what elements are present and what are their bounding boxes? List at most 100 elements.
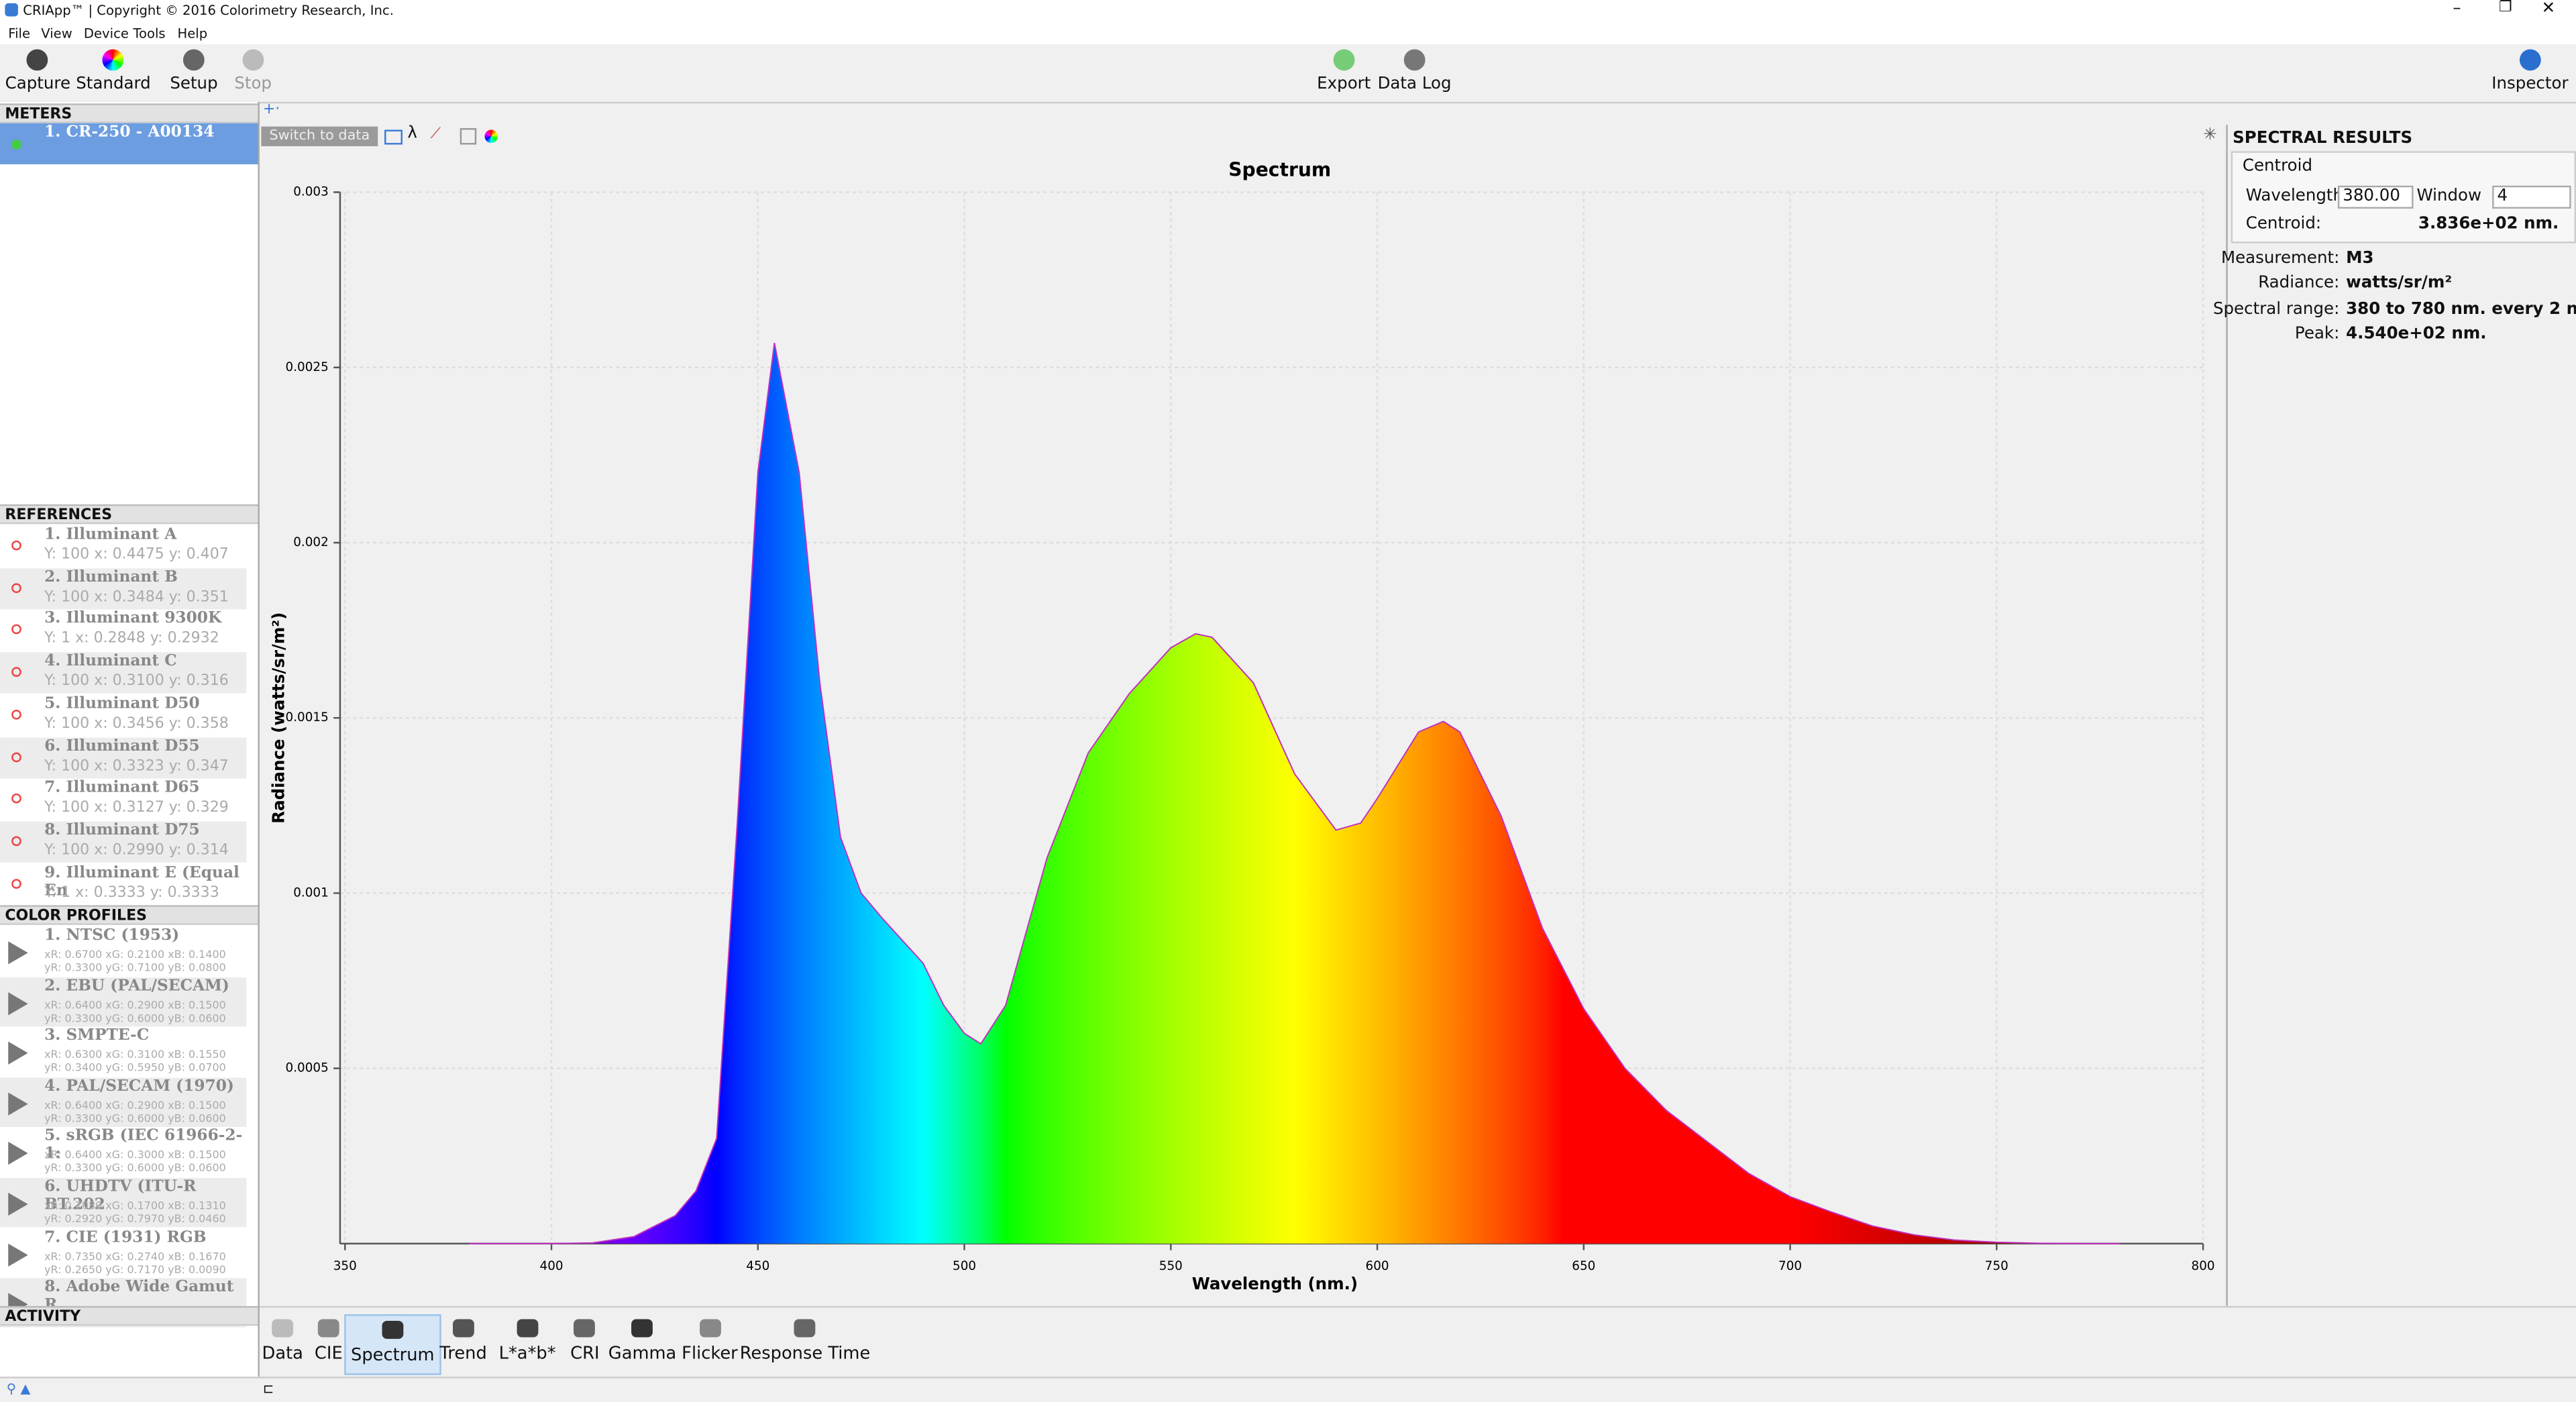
window-input[interactable]: 4 — [2492, 185, 2571, 209]
reference-item[interactable]: 4. Illuminant C Y: 100 x: 0.3100 y: 0.316 — [0, 652, 247, 694]
toolbar-label: Data Log — [1377, 75, 1452, 94]
profile-item[interactable]: 7. CIE (1931) RGB xR: 0.7350 xG: 0.2740 x… — [0, 1228, 247, 1278]
toolbar-button[interactable]: Standard — [76, 49, 151, 94]
app-icon — [5, 3, 18, 17]
reference-item[interactable]: 8. Illuminant D75 Y: 100 x: 0.2990 y: 0.3… — [0, 821, 247, 863]
wavelength-input[interactable]: 380.00 — [2337, 185, 2414, 209]
reference-item[interactable]: 6. Illuminant D55 Y: 100 x: 0.3323 y: 0.3… — [0, 737, 247, 778]
window-title: CRIApp™ | Copyright © 2016 Colorimetry R… — [23, 3, 394, 18]
tab-icon — [517, 1319, 539, 1338]
tab[interactable]: CIE — [310, 1314, 347, 1372]
restore-button[interactable]: ❐ — [2498, 0, 2512, 17]
profile-item[interactable]: 5. sRGB (IEC 61966-2-1: xR: 0.6400 xG: 0.… — [0, 1127, 247, 1177]
profile-coords: yR: 0.3300 yG: 0.6000 yB: 0.0600 — [44, 1112, 226, 1126]
x-tick-label: 650 — [1572, 1259, 1595, 1273]
reference-detail: Y: 100 x: 0.2990 y: 0.314 — [44, 843, 229, 859]
toolbar-button[interactable]: Stop — [234, 49, 272, 94]
profile-coords: yR: 0.2650 yG: 0.7170 yB: 0.0090 — [44, 1262, 226, 1276]
view-icon[interactable] — [384, 129, 403, 145]
toolbar-label: Export — [1317, 75, 1371, 94]
status-toggle[interactable]: ⊏ — [262, 1381, 274, 1397]
reference-item[interactable]: 3. Illuminant 9300K Y: 1 x: 0.2848 y: 0.2… — [0, 610, 247, 651]
switch-to-data-button[interactable]: Switch to data — [261, 126, 378, 146]
tab[interactable]: Spectrum — [344, 1314, 441, 1375]
tab[interactable]: Gamma — [603, 1314, 681, 1372]
x-tick-label: 600 — [1366, 1259, 1389, 1273]
reference-name: 6. Illuminant D55 — [44, 737, 200, 755]
toolbar-icon — [242, 49, 264, 71]
menu-item[interactable]: View — [41, 26, 72, 42]
x-tick-label: 700 — [1778, 1259, 1802, 1273]
menu-bar: File View Device Tools Help — [0, 23, 2576, 45]
reference-item[interactable]: 9. Illuminant E (Equal En Y: 1 x: 0.3333 … — [0, 863, 247, 905]
tab-label: Response Time — [739, 1344, 871, 1364]
x-tick-label: 750 — [1985, 1259, 2008, 1273]
menu-item[interactable]: Tools — [133, 26, 166, 42]
profile-name: 5. sRGB (IEC 61966-2-1: — [44, 1127, 243, 1164]
tab-icon — [382, 1320, 404, 1339]
close-button[interactable]: ✕ — [2541, 0, 2556, 18]
profile-item[interactable]: 1. NTSC (1953) xR: 0.6700 xG: 0.2100 xB: … — [0, 926, 247, 976]
activity-header: ACTIVITY — [0, 1305, 258, 1326]
toolbar-button[interactable]: Setup — [170, 49, 218, 94]
toolbar-button[interactable]: Data Log — [1377, 49, 1452, 94]
profile-name: 6. UHDTV (ITU-R BT.202 — [44, 1177, 197, 1214]
profile-item[interactable]: 4. PAL/SECAM (1970) xR: 0.6400 xG: 0.2900… — [0, 1077, 247, 1127]
profile-coords: xR: 0.6400 xG: 0.3000 xB: 0.1500 — [44, 1148, 226, 1163]
grid-icon[interactable] — [460, 128, 477, 145]
add-view-button[interactable]: +· — [262, 101, 280, 119]
toolbar-button[interactable]: Inspector — [2491, 49, 2569, 94]
profile-icon — [8, 1042, 28, 1065]
result-value: watts/sr/m² — [2346, 274, 2453, 293]
toolbar-button[interactable]: Export — [1317, 49, 1371, 94]
toolbar-label: Inspector — [2491, 75, 2569, 94]
centroid-group: Centroid Wavelength 380.00 Window 4 Cent… — [2231, 151, 2576, 244]
profile-name: 4. PAL/SECAM (1970) — [44, 1077, 234, 1095]
minimize-button[interactable]: – — [2453, 0, 2461, 18]
profile-icon — [8, 1142, 28, 1166]
menu-item[interactable]: Help — [177, 26, 208, 42]
toolbar-button[interactable]: Capture — [5, 49, 70, 94]
profile-item[interactable]: 2. EBU (PAL/SECAM) xR: 0.6400 xG: 0.2900 … — [0, 977, 247, 1026]
centroid-value: 3.836e+02 nm. — [2418, 215, 2559, 233]
profile-coords: xR: 0.7350 xG: 0.2740 xB: 0.1670 — [44, 1249, 226, 1263]
tab-icon — [317, 1319, 339, 1338]
reference-item[interactable]: 5. Illuminant D50 Y: 100 x: 0.3456 y: 0.3… — [0, 694, 247, 736]
settings-icon[interactable]: ✳ — [2203, 126, 2217, 145]
lambda-icon[interactable]: λ — [407, 125, 417, 144]
reference-item[interactable]: 2. Illuminant B Y: 100 x: 0.3484 y: 0.351 — [0, 568, 247, 609]
tab[interactable]: CRI — [566, 1314, 604, 1372]
tab-icon — [699, 1319, 720, 1338]
tab-label: CRI — [570, 1344, 600, 1364]
tab[interactable]: Response Time — [735, 1314, 875, 1372]
profile-coords: xR: 0.6400 xG: 0.2900 xB: 0.1500 — [44, 997, 226, 1012]
reference-item[interactable]: 1. Illuminant A Y: 100 x: 0.4475 y: 0.407 — [0, 525, 247, 567]
reference-item[interactable]: 7. Illuminant D65 Y: 100 x: 0.3127 y: 0.3… — [0, 779, 247, 820]
tab[interactable]: L*a*b* — [494, 1314, 561, 1372]
profile-icon — [8, 991, 28, 1015]
reference-name: 7. Illuminant D65 — [44, 779, 200, 798]
color-icon[interactable] — [484, 129, 498, 144]
menu-item[interactable]: Device — [83, 26, 129, 42]
reference-detail: Y: 1 x: 0.3333 y: 0.3333 — [44, 885, 219, 902]
meter-item[interactable]: 1. CR-250 - A00134 — [0, 123, 258, 164]
tab[interactable]: Flicker — [677, 1314, 743, 1372]
chart-icon[interactable]: ⟋ — [430, 126, 441, 144]
tab-icon — [452, 1319, 474, 1338]
reference-name: 2. Illuminant B — [44, 568, 178, 586]
toolbar-icon — [183, 49, 205, 71]
centroid-label: Centroid: — [2245, 215, 2322, 233]
profile-coords: xR: 0.6300 xG: 0.3100 xB: 0.1550 — [44, 1048, 226, 1062]
tab[interactable]: Data — [257, 1314, 308, 1372]
toolbar-icon — [27, 49, 49, 71]
x-tick-label: 400 — [540, 1259, 564, 1273]
menu-item[interactable]: File — [8, 26, 31, 42]
profile-item[interactable]: 3. SMPTE-C xR: 0.6300 xG: 0.3100 xB: 0.15… — [0, 1027, 247, 1077]
reference-name: 3. Illuminant 9300K — [44, 610, 222, 629]
profile-item[interactable]: 6. UHDTV (ITU-R BT.202 xR: 0.7080 xG: 0.1… — [0, 1177, 247, 1228]
x-tick-label: 350 — [333, 1259, 357, 1273]
reference-icon — [11, 751, 21, 762]
tab[interactable]: Trend — [435, 1314, 492, 1372]
result-label: Spectral range: — [2212, 300, 2340, 319]
